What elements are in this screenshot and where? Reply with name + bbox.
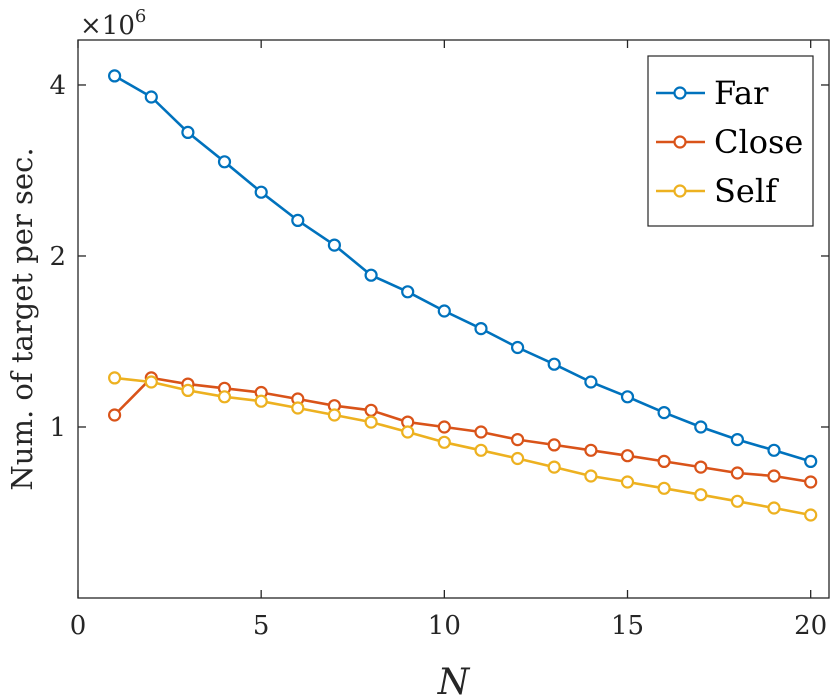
data-point-self bbox=[694, 488, 708, 502]
data-point-close bbox=[364, 403, 378, 417]
x-tick-label: 0 bbox=[70, 611, 87, 641]
data-point-far bbox=[217, 155, 232, 169]
data-point-self bbox=[401, 425, 415, 439]
data-point-self bbox=[254, 394, 268, 408]
legend-item-self: Self bbox=[656, 172, 779, 210]
legend-marker-self bbox=[673, 184, 687, 198]
data-point-far bbox=[291, 213, 305, 227]
legend-label-self: Self bbox=[714, 172, 779, 210]
data-point-close bbox=[584, 443, 598, 457]
data-point-self bbox=[181, 383, 195, 397]
legend-marker-close bbox=[673, 135, 687, 149]
data-point-self bbox=[767, 501, 781, 515]
legend-item-close: Close bbox=[656, 123, 803, 161]
data-point-close bbox=[767, 469, 781, 483]
data-point-close bbox=[730, 466, 745, 480]
data-point-far bbox=[437, 304, 451, 318]
data-point-close bbox=[620, 449, 635, 463]
data-point-far bbox=[547, 357, 561, 371]
data-point-close bbox=[437, 420, 451, 434]
y-tick-label: 4 bbox=[49, 71, 66, 101]
legend-marker-far bbox=[673, 86, 687, 100]
data-point-self bbox=[107, 371, 122, 385]
data-point-far bbox=[804, 454, 818, 468]
y-tick-label: 2 bbox=[49, 242, 66, 272]
data-point-far bbox=[474, 322, 488, 336]
data-point-close bbox=[804, 475, 818, 489]
x-tick-label: 20 bbox=[794, 611, 827, 641]
data-point-self bbox=[437, 435, 451, 449]
data-point-far bbox=[584, 375, 598, 389]
data-point-close bbox=[657, 454, 671, 468]
data-point-far bbox=[694, 420, 708, 434]
y-tick-label: 1 bbox=[49, 413, 66, 443]
data-point-self bbox=[291, 401, 305, 415]
legend-item-far: Far bbox=[656, 74, 769, 112]
data-point-close bbox=[107, 408, 122, 422]
x-axis-label: N bbox=[437, 662, 471, 699]
data-point-close bbox=[474, 425, 488, 439]
data-point-close bbox=[694, 460, 708, 474]
axes-layer bbox=[77, 39, 830, 599]
legend-label-far: Far bbox=[714, 74, 769, 112]
data-point-far bbox=[401, 285, 415, 299]
data-point-self bbox=[510, 451, 525, 466]
legend: Far Close Self bbox=[647, 55, 814, 227]
data-point-self bbox=[657, 481, 671, 495]
data-point-far bbox=[767, 443, 781, 457]
data-point-far bbox=[107, 69, 122, 83]
data-point-self bbox=[474, 443, 488, 457]
data-point-self bbox=[804, 508, 818, 522]
data-point-self bbox=[364, 415, 378, 429]
data-point-self bbox=[620, 475, 635, 489]
data-point-far bbox=[327, 238, 341, 252]
data-point-far bbox=[510, 340, 525, 355]
data-point-close bbox=[510, 433, 525, 447]
y-exponent-label: ×106 bbox=[80, 6, 146, 41]
y-axis-label: Num. of target per sec. bbox=[5, 147, 39, 490]
axes-frame bbox=[77, 39, 830, 599]
data-point-far bbox=[657, 406, 671, 420]
series-layer bbox=[107, 69, 818, 522]
data-point-far bbox=[730, 433, 745, 447]
data-point-self bbox=[584, 469, 598, 483]
data-point-far bbox=[181, 125, 195, 139]
data-point-self bbox=[144, 375, 158, 389]
data-point-self bbox=[327, 408, 341, 422]
data-point-far bbox=[620, 390, 635, 404]
series-close bbox=[107, 371, 818, 489]
x-tick-label: 10 bbox=[428, 611, 461, 641]
y-exponent-power: 6 bbox=[135, 6, 146, 27]
x-tick-label: 15 bbox=[611, 611, 644, 641]
x-tick-label: 5 bbox=[253, 611, 270, 641]
series-far bbox=[107, 69, 818, 468]
legend-label-close: Close bbox=[714, 123, 803, 161]
data-point-self bbox=[217, 390, 232, 404]
series-self bbox=[107, 371, 818, 522]
data-point-far bbox=[364, 268, 378, 282]
data-point-self bbox=[730, 494, 745, 508]
data-point-close bbox=[547, 438, 561, 452]
data-point-far bbox=[144, 90, 158, 104]
data-point-far bbox=[254, 185, 268, 199]
data-point-self bbox=[547, 460, 561, 474]
